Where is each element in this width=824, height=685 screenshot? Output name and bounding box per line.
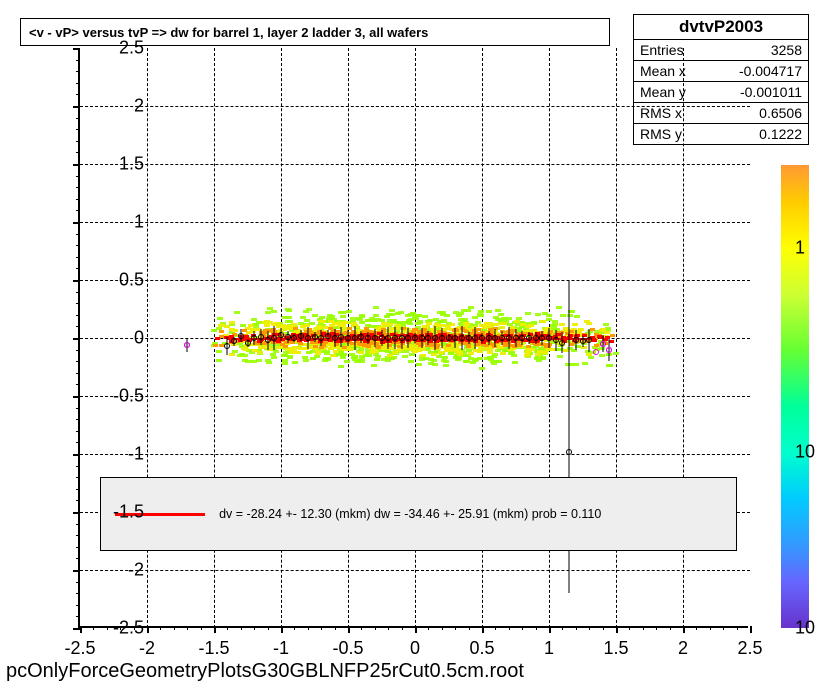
stats-value: 3258	[771, 42, 802, 58]
stats-name: dvtvP2003	[634, 15, 808, 40]
colorbar-label: 10	[795, 618, 815, 639]
legend-text: dv = -28.24 +- 12.30 (mkm) dw = -34.46 +…	[219, 507, 601, 521]
x-tick-label: -1.5	[198, 638, 229, 659]
y-tick-label: -1	[84, 444, 144, 465]
stats-value: -0.001011	[740, 84, 802, 100]
x-tick-label: 2.5	[737, 638, 762, 659]
footer-filename: pcOnlyForceGeometryPlotsG30GBLNFP25rCut0…	[6, 660, 524, 683]
x-tick-label: -2.5	[64, 638, 95, 659]
colorbar-label: 10	[795, 442, 815, 463]
y-tick-label: -1.5	[84, 502, 144, 523]
y-tick-label: -0.5	[84, 386, 144, 407]
stats-value: 0.1222	[759, 126, 802, 142]
y-tick-label: 2.5	[84, 38, 144, 59]
x-tick-label: 2	[678, 638, 688, 659]
x-tick-label: -1	[273, 638, 289, 659]
y-tick-label: 0	[84, 328, 144, 349]
y-tick-label: -2	[84, 560, 144, 581]
y-tick-label: -2.5	[84, 618, 144, 639]
colorbar-label: 1	[795, 238, 805, 259]
x-tick-label: 1	[544, 638, 554, 659]
y-tick-label: 0.5	[84, 270, 144, 291]
x-tick-label: 0	[410, 638, 420, 659]
y-tick-label: 2	[84, 96, 144, 117]
legend-box: dv = -28.24 +- 12.30 (mkm) dw = -34.46 +…	[100, 477, 737, 551]
stats-value: -0.004717	[739, 63, 802, 79]
x-tick-label: -0.5	[332, 638, 363, 659]
x-tick-label: 0.5	[469, 638, 494, 659]
stats-value: 0.6506	[759, 105, 802, 121]
x-tick-label: 1.5	[603, 638, 628, 659]
colorbar	[781, 165, 809, 628]
x-tick-label: -2	[139, 638, 155, 659]
y-tick-label: 1	[84, 212, 144, 233]
y-tick-label: 1.5	[84, 154, 144, 175]
plot-area: -2.5-2-1.5-1-0.500.511.522.5dv = -28.24 …	[78, 48, 748, 628]
